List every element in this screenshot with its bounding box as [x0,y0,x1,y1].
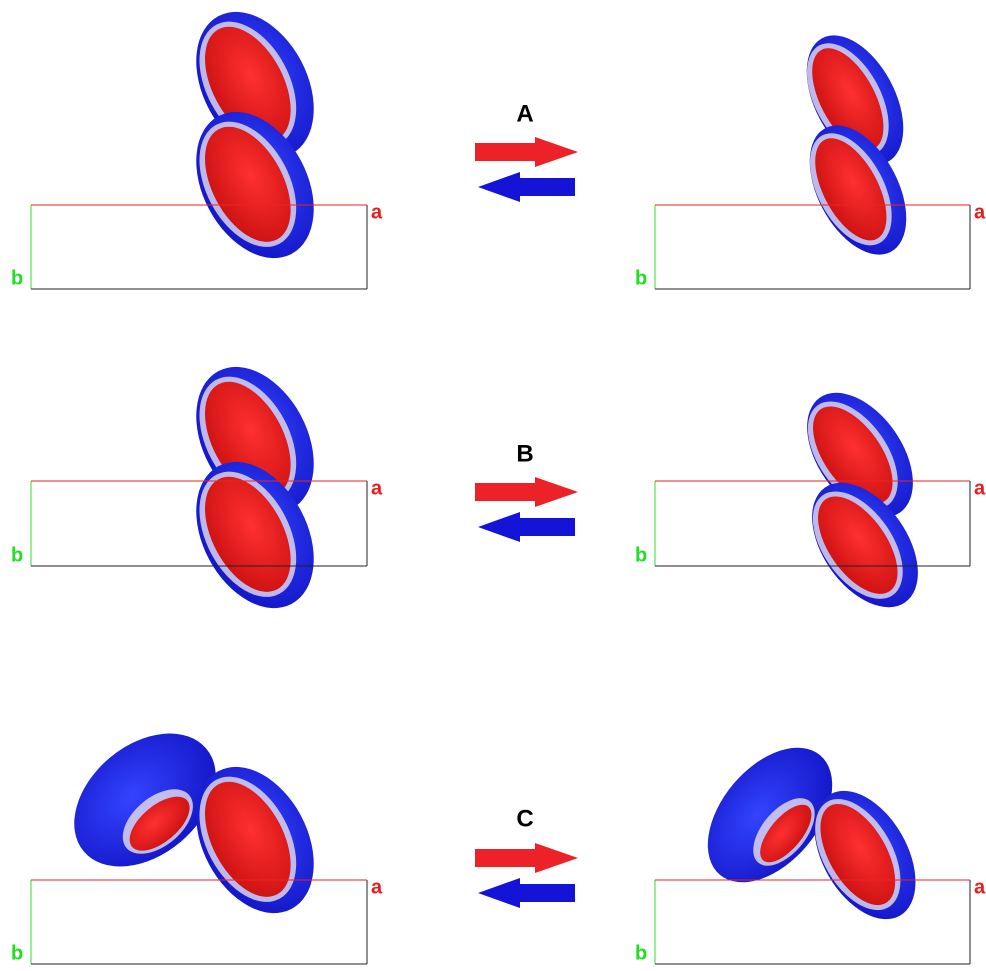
axis-b-label: b [635,267,647,289]
interaction-label: A [516,100,533,127]
axis-a-label: a [974,477,986,499]
axis-b-label: b [11,942,23,964]
axis-a-label: a [974,201,986,223]
interaction-label: B [516,440,533,467]
axis-a-label: a [371,477,383,499]
arrow-left [478,512,575,542]
arrow-right [475,477,578,507]
axis-a-label: a [974,876,986,898]
axis-a-label: a [371,876,383,898]
arrow-left [478,878,575,908]
axis-b-label: b [635,544,647,566]
axis-b-label: b [11,544,23,566]
arrow-right [475,137,578,167]
surface [790,109,926,270]
arrow-right [475,843,578,873]
axis-a-label: a [371,201,383,223]
figure: a b a b Aa b a b Ba b a b C [0,0,986,966]
axis-b-label: b [635,942,647,964]
interaction-label: C [516,805,533,832]
arrow-left [478,172,575,202]
axis-b-label: b [11,267,23,289]
